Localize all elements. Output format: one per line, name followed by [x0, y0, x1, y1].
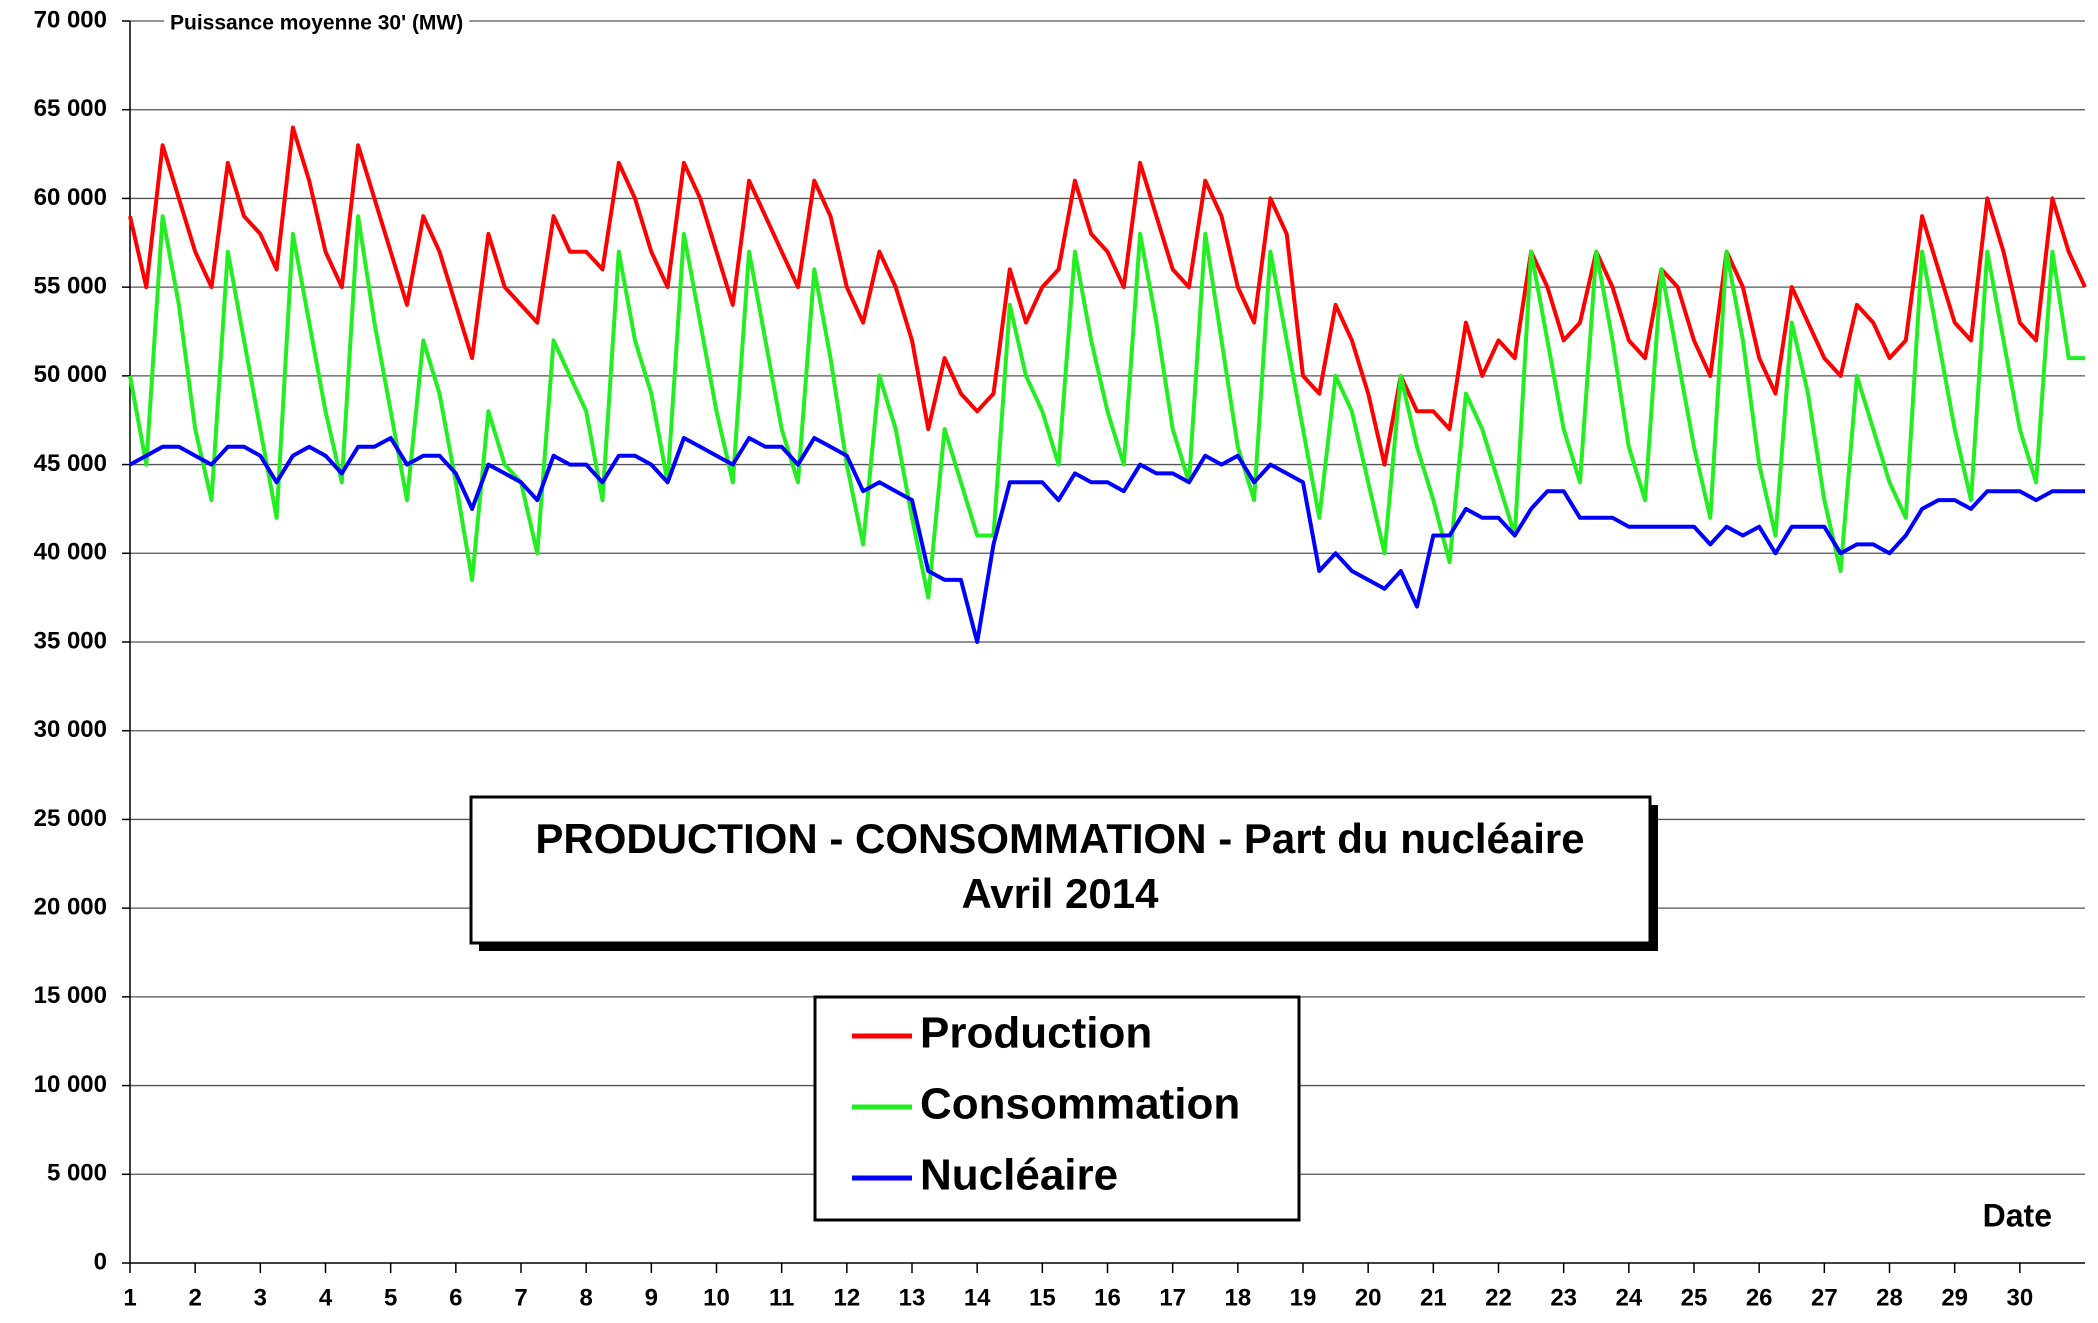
y-tick-label: 45 000: [34, 450, 107, 477]
x-tick-label: 28: [1876, 1284, 1903, 1311]
x-tick-label: 23: [1550, 1284, 1577, 1311]
y-label-bg: [164, 11, 470, 35]
x-tick-label: 25: [1681, 1284, 1708, 1311]
x-tick-label: 24: [1615, 1284, 1642, 1311]
x-tick-label: 16: [1094, 1284, 1121, 1311]
x-tick-label: 4: [319, 1284, 333, 1311]
series-line: [129, 436, 2085, 644]
x-tick-label: 29: [1941, 1284, 1968, 1311]
y-tick-label: 60 000: [34, 184, 107, 211]
x-tick-label: 2: [188, 1284, 201, 1311]
y-axis-label: Puissance moyenne 30' (MW): [170, 12, 463, 35]
y-tick-label: 15 000: [34, 982, 107, 1009]
x-tick-label: 22: [1485, 1284, 1512, 1311]
y-tick-label: 25 000: [34, 805, 107, 832]
x-tick-label: 8: [579, 1284, 592, 1311]
series-line: [128, 214, 2085, 600]
x-tick-label: 15: [1029, 1284, 1056, 1311]
x-tick-label: 26: [1746, 1284, 1773, 1311]
x-tick-label: 17: [1159, 1284, 1186, 1311]
x-tick-label: 19: [1290, 1284, 1317, 1311]
y-tick-label: 35 000: [34, 627, 107, 654]
legend-label: Nucléaire: [920, 1151, 1118, 1200]
x-tick-label: 14: [964, 1284, 991, 1311]
chart-title: PRODUCTION - CONSOMMATION - Part du nucl…: [535, 815, 1584, 862]
x-tick-label: 3: [254, 1284, 267, 1311]
y-tick-label: 70 000: [34, 6, 107, 33]
x-tick-label: 1: [123, 1284, 136, 1311]
x-tick-label: 10: [703, 1284, 730, 1311]
y-tick-label: 5 000: [47, 1160, 107, 1187]
y-tick-label: 40 000: [34, 539, 107, 566]
x-tick-label: 5: [384, 1284, 397, 1311]
y-tick-label: 50 000: [34, 361, 107, 388]
x-axis-label: Date: [1983, 1197, 2052, 1233]
y-tick-label: 55 000: [34, 272, 107, 299]
x-tick-label: 20: [1355, 1284, 1382, 1311]
x-tick-label: 7: [514, 1284, 527, 1311]
x-tick-label: 27: [1811, 1284, 1838, 1311]
y-tick-label: 30 000: [34, 716, 107, 743]
x-tick-label: 30: [2006, 1284, 2033, 1311]
series-line: [128, 125, 2087, 467]
y-tick-label: 10 000: [34, 1071, 107, 1098]
y-tick-label: 0: [94, 1248, 107, 1275]
x-tick-label: 11: [769, 1284, 794, 1311]
x-tick-label: 9: [645, 1284, 658, 1311]
legend-label: Production: [920, 1009, 1152, 1058]
y-tick-label: 20 000: [34, 893, 107, 920]
chart-subtitle: Avril 2014: [962, 870, 1160, 917]
title-box: [469, 795, 1652, 945]
x-tick-label: 13: [899, 1284, 926, 1311]
y-tick-label: 65 000: [34, 95, 107, 122]
x-tick-label: 18: [1224, 1284, 1251, 1311]
x-tick-label: 21: [1420, 1284, 1447, 1311]
x-tick-label: 12: [833, 1284, 860, 1311]
legend-label: Consommation: [920, 1080, 1240, 1129]
x-tick-label: 6: [449, 1284, 462, 1311]
